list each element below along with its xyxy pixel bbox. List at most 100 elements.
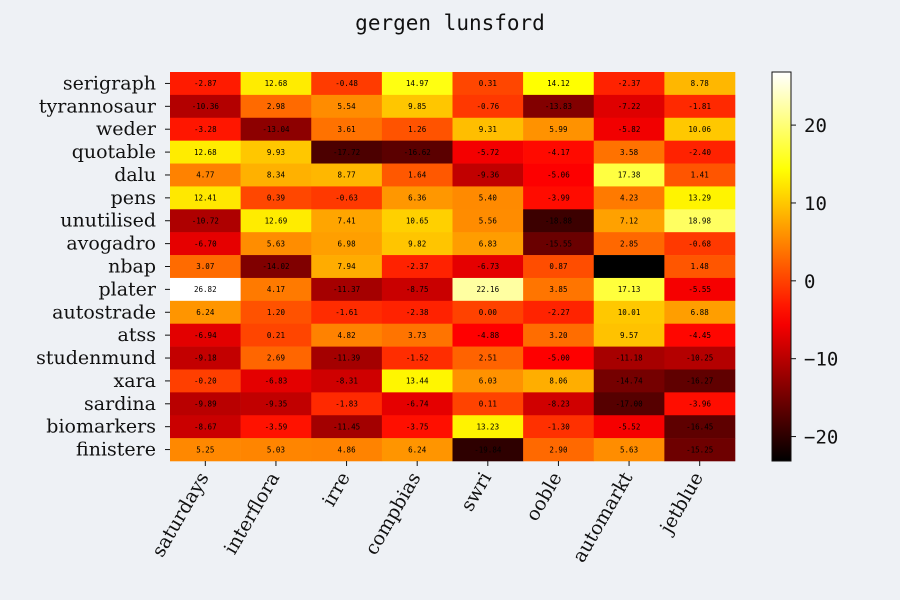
cell-value-label: 26.82 bbox=[194, 285, 217, 294]
cell-value-label: 3.61 bbox=[338, 125, 356, 134]
cell-value-label: 4.82 bbox=[338, 331, 356, 340]
heatmap-cell bbox=[593, 117, 665, 141]
heatmap-cell bbox=[240, 94, 312, 119]
heatmap-cell bbox=[311, 72, 383, 96]
cell-value-label: -1.30 bbox=[547, 422, 570, 431]
cell-value-label: -4.45 bbox=[688, 331, 711, 340]
heatmap-cell bbox=[593, 300, 665, 325]
cell-value-label: -15.25 bbox=[686, 445, 713, 454]
heatmap-cell bbox=[240, 300, 312, 325]
y-tick-label: atss bbox=[118, 324, 156, 346]
cell-value-label: 9.93 bbox=[267, 148, 285, 157]
cell-value-label: 2.98 bbox=[267, 102, 286, 111]
cell-value-label: 5.25 bbox=[196, 445, 214, 454]
heatmap-cell bbox=[523, 72, 595, 96]
cell-value-label: 10.06 bbox=[688, 125, 711, 134]
x-tick-label: irre bbox=[318, 469, 355, 511]
cell-value-label: -6.74 bbox=[406, 399, 429, 408]
cell-value-label: 9.57 bbox=[620, 331, 638, 340]
heatmap-cell bbox=[523, 186, 595, 210]
cell-value-label: -5.00 bbox=[547, 354, 570, 363]
heatmap-cell bbox=[523, 117, 595, 141]
y-tick-label: plater bbox=[98, 278, 156, 300]
heatmap-cell bbox=[240, 415, 312, 439]
chart-title: gergen lunsford bbox=[355, 11, 545, 35]
cell-value-label: -11.37 bbox=[333, 285, 360, 294]
cell-value-label: 13.29 bbox=[688, 194, 711, 203]
heatmap-cell bbox=[452, 369, 524, 393]
cell-value-label: -17.00 bbox=[616, 399, 644, 408]
cell-value-label: -18.88 bbox=[545, 216, 573, 225]
heatmap-cell bbox=[311, 438, 383, 462]
y-tick-label: sardina bbox=[84, 393, 156, 415]
heatmap-cell bbox=[381, 186, 453, 210]
heatmap-cell bbox=[240, 255, 312, 279]
cell-value-label: -6.94 bbox=[194, 331, 217, 340]
cell-value-label: -8.67 bbox=[194, 422, 217, 431]
colorbar-tick-label: 0 bbox=[804, 271, 815, 293]
heatmap-cell bbox=[593, 163, 665, 187]
cell-value-label: 7.41 bbox=[338, 216, 356, 225]
cell-value-label: -4.88 bbox=[477, 331, 500, 340]
y-axis-tick-labels: serigraphtyrannosaurwederquotabledalupen… bbox=[36, 72, 170, 461]
heatmap-cell bbox=[452, 277, 524, 302]
heatmap-cell bbox=[523, 232, 595, 256]
heatmap-cell bbox=[593, 72, 665, 96]
cell-value-label: -0.20 bbox=[194, 377, 217, 386]
heatmap-cell bbox=[311, 300, 383, 325]
cell-value-label: 6.36 bbox=[408, 194, 427, 203]
cell-value-label: -19.84 bbox=[474, 445, 502, 454]
cell-value-label: -14.74 bbox=[616, 377, 644, 386]
heatmap-cell bbox=[452, 163, 524, 187]
heatmap-cell bbox=[170, 232, 241, 256]
cell-value-label: 0.87 bbox=[549, 262, 567, 271]
cell-value-label: 3.58 bbox=[620, 148, 639, 157]
cell-value-label: -10.25 bbox=[686, 354, 713, 363]
heatmap-cell bbox=[523, 163, 595, 187]
heatmap-cell bbox=[664, 140, 736, 164]
heatmap-cell bbox=[664, 255, 736, 279]
cell-value-label: -16.27 bbox=[686, 377, 713, 386]
heatmap-cell bbox=[452, 346, 524, 370]
cell-value-label: -0.76 bbox=[477, 102, 500, 111]
heatmap-cell bbox=[170, 369, 241, 393]
heatmap-cell bbox=[311, 255, 383, 279]
heatmap-cell bbox=[452, 255, 524, 279]
heatmap-cell bbox=[523, 392, 595, 416]
cell-value-label: 14.97 bbox=[406, 79, 429, 88]
cell-value-label: -16.62 bbox=[404, 148, 431, 157]
heatmap-cell bbox=[170, 415, 241, 439]
cell-value-label: 18.98 bbox=[688, 216, 711, 225]
heatmap-cell bbox=[170, 300, 241, 325]
heatmap-cell bbox=[381, 392, 453, 416]
heatmap-cell bbox=[240, 346, 312, 370]
cell-value-label: 6.24 bbox=[408, 445, 427, 454]
cell-value-label: -3.99 bbox=[547, 194, 570, 203]
y-tick-label: finistere bbox=[76, 439, 156, 461]
heatmap-cell bbox=[240, 163, 312, 187]
heatmap-cells: -2.87 12.68 -0.48 14.97 0.31 14.12 -2.37 8.78 -1… bbox=[170, 72, 736, 462]
heatmap-cell bbox=[523, 209, 595, 233]
cell-value-label: 8.34 bbox=[267, 171, 286, 180]
x-axis-tick-labels: saturdays interflora irre compbias swri ooble… bbox=[148, 461, 708, 566]
cell-value-label: -3.75 bbox=[406, 422, 429, 431]
heatmap-cell bbox=[240, 209, 312, 233]
heatmap-cell bbox=[170, 277, 241, 302]
cell-value-label: 3.73 bbox=[408, 331, 426, 340]
cell-value-label: 4.77 bbox=[196, 171, 214, 180]
heatmap-cell bbox=[523, 94, 595, 119]
cell-value-label: -1.83 bbox=[335, 399, 358, 408]
cell-value-label: 8.78 bbox=[691, 79, 710, 88]
cell-value-label: -3.28 bbox=[194, 125, 217, 134]
heatmap-cell bbox=[240, 186, 312, 210]
cell-value-label: -5.82 bbox=[618, 125, 641, 134]
cell-value-label: -8.31 bbox=[335, 377, 358, 386]
heatmap-cell bbox=[593, 186, 665, 210]
heatmap-cell bbox=[593, 415, 665, 439]
cell-value-label: -11.18 bbox=[616, 354, 644, 363]
heatmap-cell bbox=[664, 232, 736, 256]
cell-value-label: 9.31 bbox=[479, 125, 497, 134]
heatmap-cell bbox=[240, 369, 312, 393]
